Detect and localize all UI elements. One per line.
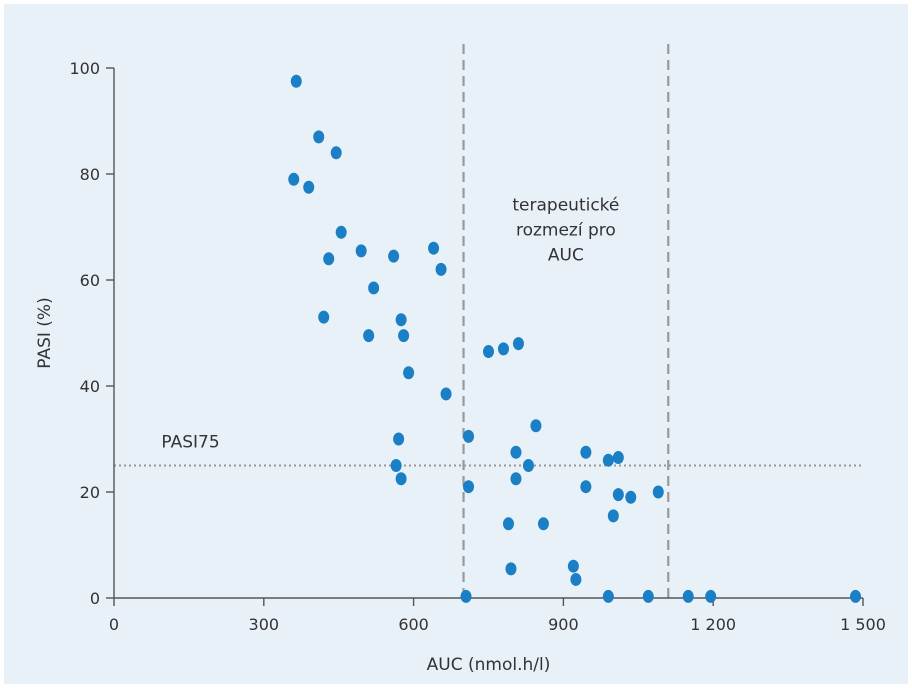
data-point	[642, 589, 654, 603]
data-point	[395, 313, 407, 327]
data-point	[652, 485, 664, 499]
data-point	[602, 589, 614, 603]
data-point	[388, 249, 400, 263]
annotation-line: terapeutické	[512, 195, 619, 215]
data-point	[602, 453, 614, 467]
y-axis-title: PASI (%)	[35, 297, 55, 368]
data-point	[530, 419, 542, 433]
data-point	[368, 281, 380, 295]
data-point	[390, 459, 402, 472]
data-point	[570, 572, 582, 586]
data-point	[330, 146, 342, 160]
data-point	[607, 509, 619, 523]
data-point	[850, 589, 862, 603]
data-point	[522, 459, 534, 472]
data-point	[318, 310, 330, 324]
data-point	[682, 589, 694, 603]
data-point	[567, 559, 579, 573]
scatter-plot: 0 300 600 900 1 200 1 500 0 20 40 60 80 100 PASI75 A…	[35, 44, 886, 675]
data-point	[363, 329, 375, 343]
ticks: 0 300 600 900 1 200 1 500 0 20 40 60 80 100	[69, 59, 885, 634]
data-point	[290, 74, 302, 88]
reference-line-label: PASI75	[161, 433, 219, 453]
data-point	[335, 225, 347, 239]
data-point	[398, 329, 410, 343]
data-point	[580, 445, 592, 459]
x-tick-label: 300	[249, 615, 280, 634]
annotation-line: AUC	[548, 245, 584, 265]
data-point	[705, 589, 717, 603]
data-point	[403, 366, 415, 380]
y-tick-label: 60	[80, 271, 100, 290]
data-points	[288, 74, 862, 603]
reference-lines	[114, 44, 863, 598]
y-tick-label: 40	[80, 377, 100, 396]
data-point	[288, 172, 300, 186]
x-tick-label: 0	[109, 615, 119, 634]
data-point	[505, 562, 517, 576]
x-tick-label: 1 200	[690, 615, 736, 634]
data-point	[537, 517, 549, 531]
data-point	[428, 241, 440, 255]
x-axis-title: AUC (nmol.h/l)	[427, 655, 551, 675]
data-point	[612, 451, 624, 465]
y-tick-label: 0	[90, 589, 100, 608]
y-tick-label: 20	[80, 483, 100, 502]
x-tick-label: 1 500	[840, 615, 886, 634]
data-point	[355, 244, 367, 258]
data-point	[497, 342, 509, 356]
data-point	[323, 252, 335, 266]
x-tick-label: 900	[548, 615, 579, 634]
data-point	[463, 480, 475, 494]
data-point	[463, 429, 475, 443]
data-point	[502, 517, 514, 531]
data-point	[625, 490, 637, 504]
data-point	[460, 589, 472, 603]
data-point	[483, 345, 494, 359]
data-point	[580, 480, 592, 494]
data-point	[510, 445, 522, 459]
data-point	[393, 432, 405, 446]
labels: PASI75 AUC (nmol.h/l) PASI (%) terapeutické…	[35, 195, 619, 675]
y-tick-label: 80	[80, 165, 100, 184]
data-point	[435, 262, 447, 276]
annotation-line: rozmezí pro	[516, 220, 616, 240]
axes	[113, 68, 863, 599]
x-tick-label: 600	[398, 615, 429, 634]
data-point	[440, 387, 452, 401]
data-point	[512, 337, 524, 351]
data-point	[612, 488, 624, 502]
y-tick-label: 100	[69, 59, 100, 78]
data-point	[510, 472, 522, 486]
data-point	[313, 130, 325, 144]
data-point	[303, 180, 315, 194]
data-point	[395, 472, 407, 486]
chart-panel: 0 300 600 900 1 200 1 500 0 20 40 60 80 100 PASI75 A…	[4, 4, 908, 684]
